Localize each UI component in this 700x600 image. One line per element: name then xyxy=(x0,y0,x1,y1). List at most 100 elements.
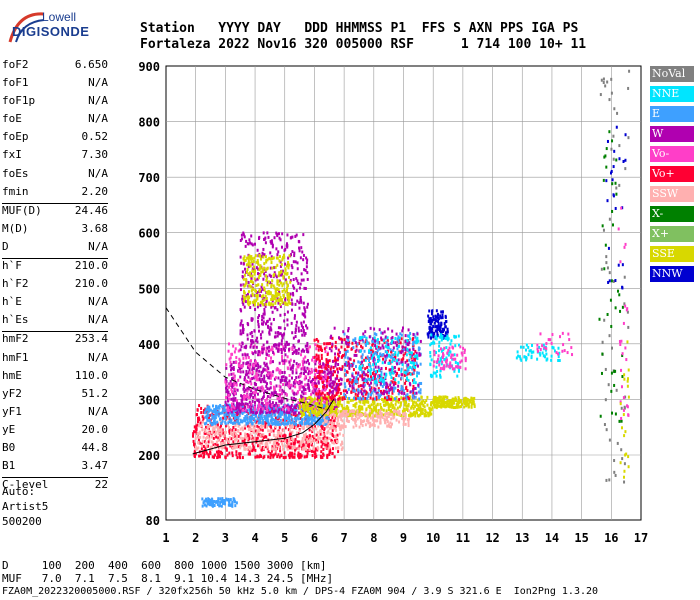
data-point xyxy=(303,313,306,317)
data-point xyxy=(304,432,307,436)
data-point xyxy=(233,421,236,425)
data-point xyxy=(245,443,248,447)
data-point xyxy=(250,382,253,386)
data-point xyxy=(304,370,307,374)
data-point xyxy=(279,435,282,439)
data-point xyxy=(277,288,280,292)
data-point xyxy=(245,422,248,426)
data-point xyxy=(285,264,288,268)
data-point xyxy=(297,413,300,417)
data-point xyxy=(272,370,275,374)
data-point xyxy=(196,413,199,417)
data-point xyxy=(473,396,476,400)
data-point xyxy=(195,424,198,428)
data-point xyxy=(263,376,266,380)
data-point xyxy=(285,302,288,306)
data-point xyxy=(226,423,229,427)
data-point xyxy=(270,404,273,408)
data-point xyxy=(203,411,206,415)
data-point xyxy=(279,305,282,309)
data-point xyxy=(354,337,357,341)
data-point xyxy=(247,381,250,385)
data-point xyxy=(232,425,235,429)
data-point xyxy=(419,339,422,343)
data-point xyxy=(412,388,415,392)
data-point xyxy=(337,401,340,405)
data-point xyxy=(278,279,281,283)
data-point xyxy=(319,370,322,374)
data-point xyxy=(397,374,400,378)
data-point xyxy=(405,397,408,401)
data-point xyxy=(266,415,269,419)
data-point xyxy=(219,423,222,427)
data-point xyxy=(400,373,403,377)
data-point xyxy=(300,394,303,398)
data-point xyxy=(406,365,409,369)
data-point xyxy=(336,370,339,374)
data-point xyxy=(280,454,283,458)
data-point xyxy=(302,253,305,257)
data-point xyxy=(224,400,227,404)
data-point xyxy=(386,424,389,428)
data-point xyxy=(385,341,388,345)
data-point xyxy=(262,435,265,439)
data-point xyxy=(297,375,300,379)
data-point xyxy=(280,348,283,352)
data-point xyxy=(376,374,379,378)
data-point xyxy=(330,421,333,425)
data-point xyxy=(256,293,259,297)
data-point xyxy=(400,337,403,341)
data-point xyxy=(222,431,225,435)
data-point xyxy=(201,439,204,443)
data-point xyxy=(251,281,254,285)
data-point xyxy=(366,341,369,345)
data-point xyxy=(313,434,316,438)
data-point xyxy=(361,373,364,377)
data-point xyxy=(364,330,367,334)
data-point xyxy=(279,399,282,403)
data-point xyxy=(295,371,298,375)
data-point xyxy=(324,415,327,419)
data-point xyxy=(312,445,315,449)
data-point xyxy=(341,397,344,401)
data-point xyxy=(289,412,292,416)
data-point xyxy=(255,284,258,288)
data-point xyxy=(306,302,309,306)
data-point xyxy=(464,401,467,405)
data-point xyxy=(337,348,340,352)
data-point xyxy=(346,370,349,374)
data-point xyxy=(302,412,305,416)
data-point xyxy=(264,399,267,403)
data-point xyxy=(250,404,253,408)
data-point xyxy=(358,338,361,342)
data-point xyxy=(279,271,282,275)
data-point xyxy=(402,353,405,357)
data-point xyxy=(298,454,301,458)
data-point xyxy=(253,427,256,431)
data-point xyxy=(237,369,240,373)
data-point xyxy=(247,412,250,416)
data-point xyxy=(256,398,259,402)
data-point xyxy=(393,352,396,356)
data-point xyxy=(429,411,432,415)
data-point xyxy=(246,387,249,391)
data-point xyxy=(255,260,258,264)
data-point xyxy=(290,298,293,302)
data-point xyxy=(288,275,291,279)
data-point xyxy=(313,376,316,380)
data-point xyxy=(291,430,294,434)
data-point xyxy=(246,333,249,337)
data-point xyxy=(286,303,289,307)
data-point xyxy=(247,434,250,438)
data-point xyxy=(400,367,403,371)
data-point xyxy=(228,397,231,401)
data-point xyxy=(285,341,288,345)
data-point xyxy=(362,394,365,398)
data-point xyxy=(256,424,259,428)
data-point xyxy=(459,398,462,402)
data-point xyxy=(314,378,317,382)
data-point xyxy=(380,338,383,342)
data-point xyxy=(446,400,449,404)
data-point xyxy=(268,409,271,413)
data-point xyxy=(305,261,308,265)
